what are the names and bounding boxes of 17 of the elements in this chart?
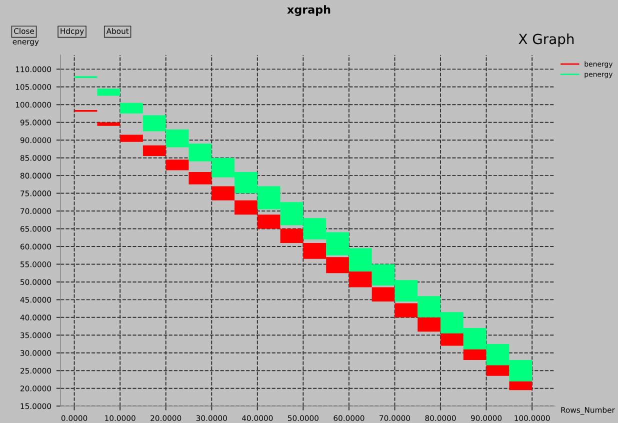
bar xyxy=(394,303,418,318)
bar xyxy=(142,145,166,156)
bar xyxy=(188,172,212,184)
bar xyxy=(280,228,304,243)
bar xyxy=(97,122,120,126)
bar xyxy=(97,88,120,96)
bar xyxy=(418,317,441,332)
bar xyxy=(234,200,258,215)
text: xgraph xyxy=(287,5,330,16)
bar xyxy=(120,102,143,114)
bar xyxy=(372,287,395,302)
bar xyxy=(212,186,235,200)
bar xyxy=(120,134,143,142)
chart-title: X Graph xyxy=(518,33,574,47)
bar xyxy=(257,214,280,229)
bar xyxy=(509,381,532,390)
bar xyxy=(166,160,189,170)
